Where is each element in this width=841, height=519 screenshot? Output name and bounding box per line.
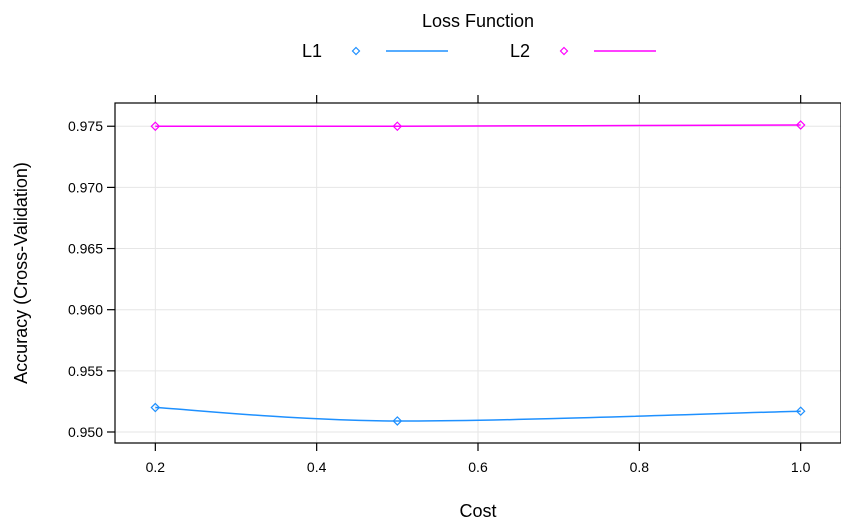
y-tick-label: 0.955 (68, 363, 103, 379)
series-line-l1 (155, 406, 801, 422)
series-line-l2 (155, 124, 801, 128)
y-tick-label: 0.960 (68, 302, 103, 318)
x-tick-label: 0.6 (468, 459, 488, 475)
data-point-l2 (795, 120, 806, 130)
legend-marker-l2 (559, 46, 569, 56)
legend-label-l2: L2 (510, 41, 530, 61)
data-point-l1 (392, 416, 403, 426)
y-tick-label: 0.975 (68, 118, 103, 134)
legend-marker-l1 (351, 46, 361, 56)
data-point-l1 (150, 402, 161, 413)
legend-title: Loss Function (422, 11, 534, 31)
data-point-l2 (392, 121, 403, 132)
legend-label-l1: L1 (302, 41, 322, 61)
x-tick-label: 1.0 (791, 459, 811, 475)
y-axis-title: Accuracy (Cross-Validation) (11, 162, 31, 384)
y-tick-label: 0.950 (68, 424, 103, 440)
x-tick-label: 0.4 (307, 459, 327, 475)
x-tick-label: 0.2 (146, 459, 166, 475)
x-axis-title: Cost (459, 501, 496, 519)
data-point-l2 (150, 121, 161, 132)
y-tick-label: 0.970 (68, 179, 103, 195)
data-point-l1 (795, 406, 806, 417)
y-tick-label: 0.965 (68, 241, 103, 257)
legend: Loss Function L1 L2 (302, 11, 656, 61)
plot-area: 0.2 0.4 0.6 0.8 1.0 0.950 0.955 0.960 0.965 0.970… (68, 95, 841, 475)
x-tick-label: 0.8 (630, 459, 650, 475)
